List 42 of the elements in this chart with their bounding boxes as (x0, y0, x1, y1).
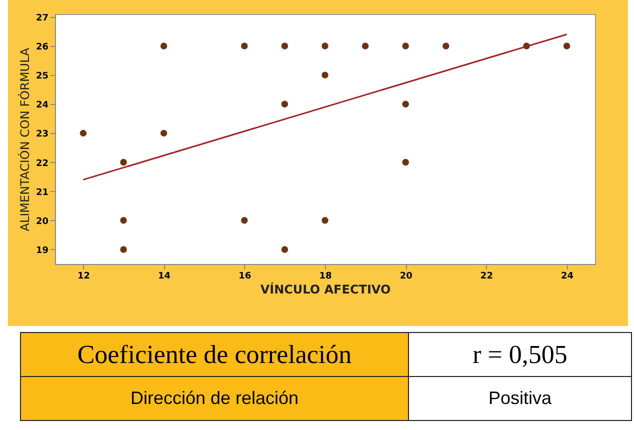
point (80, 130, 87, 137)
point (281, 246, 288, 253)
y-tick-label: 25 (36, 72, 48, 82)
x-tick-label: 12 (77, 272, 90, 282)
point (322, 42, 328, 50)
point (322, 72, 328, 78)
x-tick-label: 20 (400, 272, 412, 282)
point (160, 130, 168, 137)
y-tick-label: 22 (36, 158, 48, 169)
y-tick-label: 20 (36, 216, 48, 227)
point (402, 158, 409, 166)
x-tick-label: 24 (561, 272, 574, 282)
point (402, 100, 409, 108)
text: Coeficiente de correlación (20, 332, 408, 376)
point (402, 42, 409, 50)
x-tick-label: 22 (480, 272, 493, 282)
point (281, 42, 288, 50)
x-tick-label: 14 (158, 272, 171, 282)
y-tick-label: 24 (36, 100, 48, 111)
x-tick-label: 18 (319, 272, 332, 282)
y-tick-label: 19 (36, 246, 48, 256)
point (120, 158, 127, 166)
point (120, 246, 127, 253)
point (241, 217, 248, 224)
text: Dirección de relación (20, 376, 408, 420)
x-tick-label: 16 (238, 272, 252, 282)
y-tick-label: 27 (36, 13, 48, 24)
point (362, 42, 369, 50)
point (281, 100, 288, 108)
y-axis-title: ALIMENTACIÓN CON FÓRMULA (16, 46, 32, 232)
text: Positiva (408, 376, 632, 420)
point (120, 217, 127, 224)
y-tick-label: 21 (36, 188, 48, 198)
point (322, 217, 328, 224)
point (160, 42, 168, 50)
point (563, 42, 570, 50)
point (442, 42, 450, 50)
point (241, 42, 248, 50)
y-tick-label: 23 (36, 130, 48, 140)
x-axis-title: VÍNCULO AFECTIVO (260, 282, 391, 296)
y-tick-label: 26 (36, 42, 48, 52)
text: r = 0,505 (408, 332, 632, 376)
